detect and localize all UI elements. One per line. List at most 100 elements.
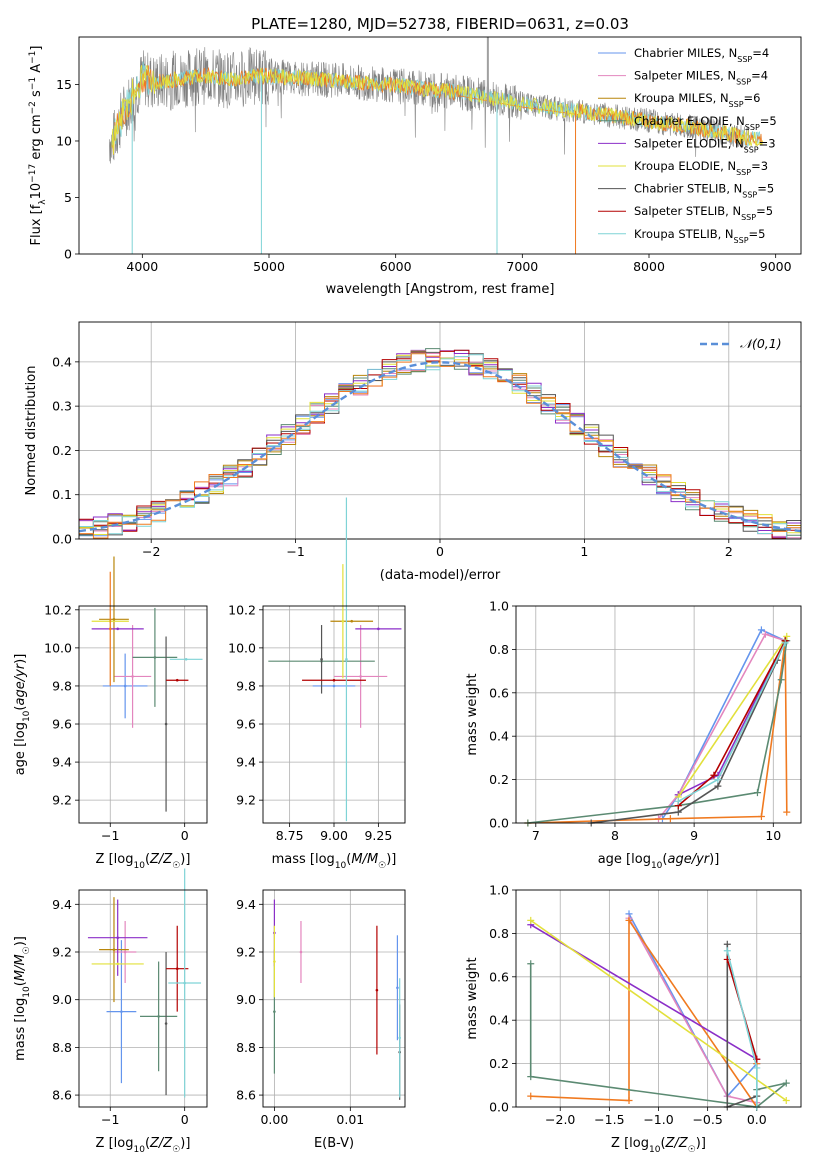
x-tick-label: 9.00 (320, 828, 348, 843)
weight-marker (783, 808, 791, 816)
data-point (116, 627, 119, 631)
weight-marker (761, 630, 769, 638)
legend-entry: Salpeter STELIB, NSSP=5 (634, 204, 773, 222)
x-tick-label: 0.01 (336, 1112, 364, 1127)
y-tick-label: 0.8 (489, 642, 509, 657)
massweight-vs-age-series (524, 626, 791, 827)
x-axis-label: wavelength [Angstrom, rest frame] (326, 282, 555, 297)
y-tick-label: 10.0 (44, 640, 72, 655)
residuals-frame (78, 321, 802, 540)
spectrum-axes: 4000 5000 6000 7000 8000 9000 0 5 10 15 (56, 77, 792, 274)
y-axis-label: mass weight (465, 673, 480, 755)
x-tick-label: 8 (611, 828, 619, 843)
y-tick-label: 0.8 (489, 926, 509, 941)
weight-marker (674, 808, 682, 816)
y-tick-label: 0.0 (52, 532, 72, 547)
mass-vs-EBV-points (273, 899, 401, 1100)
y-tick-label: 9.4 (52, 755, 72, 770)
x-axis-label: (data-model)/error (380, 568, 501, 583)
weight-line (530, 919, 787, 1102)
data-point (175, 678, 179, 682)
x-tick-label: 9000 (760, 259, 792, 274)
mass-vs-EBV-axes: 0.00 0.01 8.6 8.8 9.0 9.2 9.4 (236, 890, 405, 1127)
y-tick-label: 8.8 (236, 1040, 256, 1055)
massweight-vs-age-frame (515, 605, 802, 824)
x-tick-label: 8000 (633, 259, 665, 274)
x-tick-label: 1 (580, 544, 588, 559)
y-tick-label: 0.4 (489, 729, 509, 744)
y-tick-label: 10.2 (44, 602, 72, 617)
weight-line (628, 913, 758, 1098)
massweight-vs-age-axes: 7 8 9 10 0.0 0.2 0.4 0.6 0.8 1.0 (489, 599, 801, 843)
massweight-vs-Z-axes: −2.0 −1.5 −1.0 −0.5 0.0 0.0 0.2 0.4 0.6 0.8 1.0 (489, 883, 801, 1127)
massweight-vs-Z-frame (515, 889, 802, 1108)
y-tick-label: 8.6 (236, 1088, 256, 1103)
legend-entry: Salpeter ELODIE, NSSP=3 (634, 136, 776, 154)
data-point (332, 678, 336, 682)
weight-line (527, 640, 788, 824)
x-axis-label: Z [log10(Z/Z☉)] (96, 852, 191, 871)
y-axis-label: Flux [fλ10−17 erg cm−2 s−1 A−1] (28, 46, 48, 246)
x-tick-label: 2 (725, 544, 733, 559)
weight-marker (781, 639, 789, 647)
y-tick-label: 0.2 (489, 772, 509, 787)
gaussian-curve (79, 361, 801, 533)
weight-marker (777, 676, 785, 684)
y-tick-label: 9.6 (236, 717, 256, 732)
model-spectrum (111, 65, 763, 155)
y-tick-label: 0.2 (489, 1056, 509, 1071)
age-vs-Z-frame (78, 605, 208, 824)
x-tick-label: 9.25 (364, 828, 392, 843)
x-tick-label: 7 (532, 828, 540, 843)
y-tick-label: 9.6 (52, 717, 72, 732)
weight-marker (753, 789, 761, 797)
data-point (164, 1022, 168, 1025)
y-tick-label: 9.2 (236, 793, 256, 808)
x-tick-label: 6000 (380, 259, 412, 274)
weight-marker (714, 776, 722, 784)
x-tick-label: −0.5 (692, 1112, 722, 1127)
data-point (116, 962, 119, 966)
x-tick-label: 0 (436, 544, 444, 559)
data-point (377, 627, 380, 631)
y-tick-label: 0.0 (489, 1100, 509, 1115)
data-point (273, 960, 276, 963)
data-point (345, 657, 348, 661)
data-point (299, 950, 303, 954)
x-tick-label: −1 (101, 828, 119, 843)
data-point (108, 627, 112, 631)
y-tick-label: 9.0 (52, 992, 72, 1007)
legend-entry: Salpeter MILES, NSSP=4 (634, 69, 768, 87)
x-tick-label: 10 (765, 828, 781, 843)
x-tick-label: 0 (181, 828, 189, 843)
legend-entry: 𝒩(0,1) (740, 336, 782, 351)
x-tick-label: −2 (142, 544, 160, 559)
data-point (157, 1015, 160, 1018)
weight-line (628, 917, 757, 1104)
y-tick-label: 0 (64, 247, 72, 262)
sky-line (486, 37, 489, 108)
y-tick-label: 9.8 (52, 678, 72, 693)
weight-marker (625, 1096, 633, 1104)
age-vs-mass-points (268, 497, 402, 822)
y-tick-label: 9.2 (236, 945, 256, 960)
y-axis-label: Normed distribution (24, 366, 39, 496)
y-tick-label: 0.6 (489, 685, 509, 700)
data-point (359, 675, 362, 678)
y-tick-label: 0.3 (52, 399, 72, 414)
weight-marker (714, 782, 722, 790)
residual-histograms (79, 348, 801, 539)
y-tick-label: 9.4 (236, 897, 256, 912)
figure-title: PLATE=1280, MJD=52738, FIBERID=0631, z=0… (251, 15, 629, 33)
weight-marker (666, 815, 674, 823)
data-point (341, 619, 345, 623)
weight-marker (527, 960, 535, 968)
weight-marker (527, 1073, 535, 1081)
y-tick-label: 9.8 (236, 678, 256, 693)
weight-line (527, 640, 788, 824)
weight-marker (782, 1079, 790, 1087)
y-axis-label: mass weight (465, 957, 480, 1039)
data-point (375, 988, 379, 992)
y-tick-label: 9.0 (236, 992, 256, 1007)
y-tick-label: 10 (56, 133, 72, 148)
